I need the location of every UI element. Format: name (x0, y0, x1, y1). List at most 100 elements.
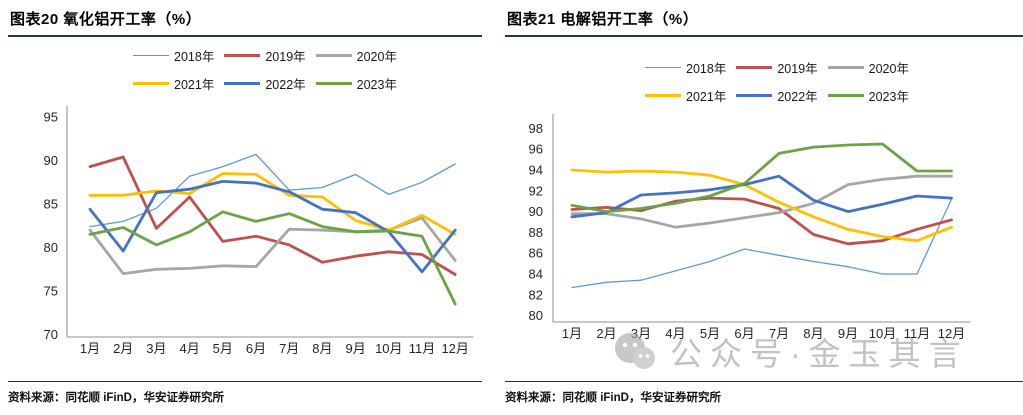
chart-title-right: 图表21 电解铝开工率（%） (505, 6, 1023, 37)
svg-text:2月: 2月 (596, 326, 616, 341)
source-note-right: 资料来源：同花顺 iFinD，华安证券研究所 (505, 381, 1023, 406)
legend-marker (224, 81, 261, 86)
legend-row: 2018年 2019年 2020年 (48, 46, 482, 65)
legend-label: 2021年 (174, 78, 215, 92)
right-chart-column: 图表21 电解铝开工率（%） (505, 6, 1023, 37)
svg-text:84: 84 (529, 267, 543, 282)
series-2019年 (88, 155, 457, 276)
legend-item-2023年: 2023年 (315, 74, 397, 93)
svg-text:4月: 4月 (665, 326, 685, 341)
legend-row: 2021年 2022年 2023年 (531, 86, 1023, 105)
legend-label: 2021年 (686, 90, 727, 104)
svg-text:85: 85 (44, 197, 58, 212)
svg-text:94: 94 (529, 163, 543, 178)
svg-text:4月: 4月 (179, 341, 199, 356)
legend-marker (133, 54, 170, 57)
series-2020年 (570, 174, 953, 229)
series-2023年 (88, 210, 457, 306)
legend-marker (645, 93, 682, 98)
legend-item-2018年: 2018年 (133, 46, 214, 65)
legend-marker (827, 93, 864, 98)
legend-item-2019年: 2019年 (224, 46, 306, 65)
svg-text:7月: 7月 (279, 341, 299, 356)
legend-label: 2022年 (265, 78, 306, 92)
axes (66, 106, 474, 338)
legend-item-2020年: 2020年 (315, 46, 397, 65)
series-2022年 (570, 174, 953, 219)
legend-marker (133, 81, 170, 86)
svg-text:90: 90 (44, 153, 58, 168)
series-lines (88, 153, 457, 306)
legend-marker (315, 53, 352, 58)
svg-text:11月: 11月 (409, 341, 436, 356)
svg-text:82: 82 (529, 287, 543, 302)
legend-marker (827, 65, 864, 70)
svg-text:10月: 10月 (869, 326, 896, 341)
left-chart-column: 图表20 氧化铝开工率（%） (8, 6, 482, 37)
svg-text:10月: 10月 (375, 341, 402, 356)
svg-text:80: 80 (44, 240, 58, 255)
series-2018年 (89, 153, 456, 228)
legend-item-2018年: 2018年 (645, 58, 726, 77)
svg-text:70: 70 (44, 327, 58, 342)
svg-text:88: 88 (529, 225, 543, 240)
axes (552, 114, 971, 323)
series-2022年 (88, 180, 457, 274)
legend-item-2019年: 2019年 (736, 58, 818, 77)
svg-text:75: 75 (44, 284, 58, 299)
legend-label: 2018年 (686, 62, 727, 76)
legend-label: 2019年 (777, 62, 818, 76)
svg-text:11月: 11月 (904, 326, 931, 341)
legend-row: 2021年 2022年 2023年 (48, 74, 482, 93)
svg-text:12月: 12月 (938, 326, 965, 341)
legend-label: 2018年 (174, 50, 215, 64)
legend-item-2021年: 2021年 (645, 86, 726, 105)
svg-text:95: 95 (44, 110, 58, 125)
legend-label: 2023年 (356, 78, 397, 92)
svg-text:8月: 8月 (312, 341, 332, 356)
legend-marker (645, 66, 682, 69)
svg-text:2月: 2月 (113, 341, 133, 356)
legend-marker (736, 93, 773, 98)
series-2021年 (570, 168, 953, 243)
legend-item-2022年: 2022年 (736, 86, 818, 105)
legend-label: 2023年 (868, 90, 909, 104)
legend-marker (736, 65, 773, 70)
legend-marker (315, 81, 352, 86)
svg-text:96: 96 (529, 142, 543, 157)
legend-label: 2020年 (868, 62, 909, 76)
y-axis-labels: 80 82 84 86 88 90 92 94 96 98 (529, 121, 543, 323)
legend-label: 2022年 (777, 90, 818, 104)
series-2023年 (570, 142, 953, 213)
source-text: 资料来源：同花顺 iFinD，华安证券研究所 (8, 392, 224, 404)
line-chart-alumina: 70 75 80 85 90 95 1月 2月 3月 4月 5月 6月 7月 8月 9月 10月 11月 12月 (44, 106, 474, 356)
svg-text:5月: 5月 (700, 326, 720, 341)
svg-text:92: 92 (529, 183, 543, 198)
svg-text:86: 86 (529, 246, 543, 261)
svg-text:12月: 12月 (441, 341, 468, 356)
svg-text:5月: 5月 (213, 341, 233, 356)
svg-text:1月: 1月 (80, 341, 100, 356)
svg-text:9月: 9月 (345, 341, 365, 356)
svg-text:3月: 3月 (146, 341, 166, 356)
legend-item-2021年: 2021年 (133, 74, 214, 93)
svg-text:3月: 3月 (631, 326, 651, 341)
legend-item-2020年: 2020年 (827, 58, 909, 77)
chart-title-left: 图表20 氧化铝开工率（%） (8, 6, 482, 37)
x-axis-labels: 1月 2月 3月 4月 5月 6月 7月 8月 9月 10月 11月 12月 (80, 341, 469, 356)
svg-text:6月: 6月 (246, 341, 266, 356)
legend-right: 2018年 2019年 2020年 2021年 2022年 2023年 (505, 58, 1023, 114)
legend-left: 2018年 2019年 2020年 2021年 2022年 2023年 (8, 46, 482, 102)
svg-text:90: 90 (529, 204, 543, 219)
series-lines (570, 142, 953, 289)
svg-text:9月: 9月 (838, 326, 858, 341)
source-text: 资料来源：同花顺 iFinD，华安证券研究所 (505, 392, 721, 404)
x-axis-labels: 1月 2月 3月 4月 5月 6月 7月 8月 9月 10月 11月 12月 (562, 326, 965, 341)
legend-label: 2020年 (356, 50, 397, 64)
series-2018年 (571, 198, 953, 289)
legend-marker (224, 53, 261, 58)
series-2021年 (88, 172, 457, 236)
y-axis-labels: 70 75 80 85 90 95 (44, 110, 58, 343)
svg-text:8月: 8月 (803, 326, 823, 341)
svg-text:6月: 6月 (734, 326, 754, 341)
